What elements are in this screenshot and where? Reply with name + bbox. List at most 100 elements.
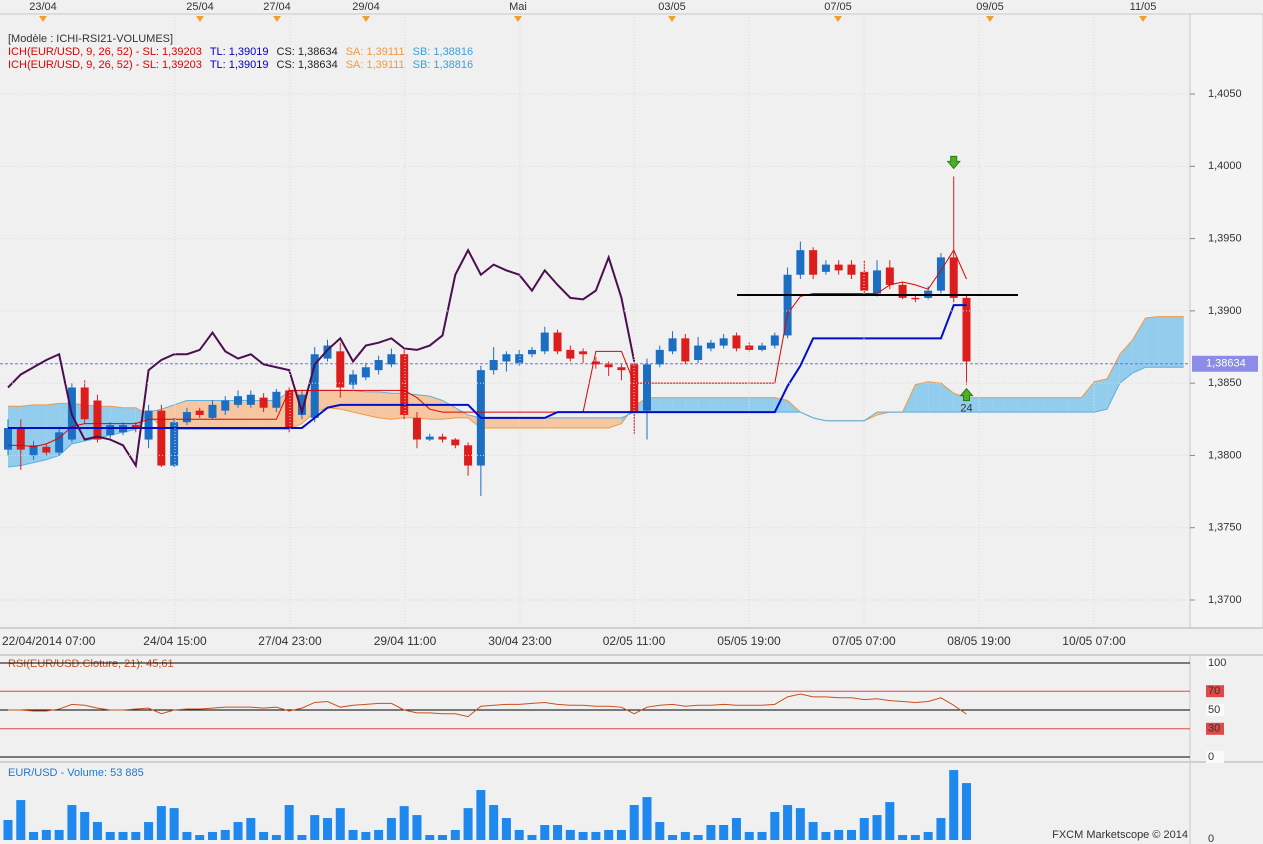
volume-bar — [220, 829, 230, 840]
candle-body — [29, 445, 38, 456]
volume-bar — [259, 831, 269, 840]
cloud-segment — [544, 417, 558, 428]
legend-part: ICH(EUR/USD, 9, 26, 52) - SL: 1,39203 — [8, 46, 202, 58]
candle-body — [208, 404, 217, 418]
time-label: 30/04 23:00 — [488, 634, 552, 648]
candle-body — [374, 360, 383, 371]
time-label: 24/04 15:00 — [143, 634, 207, 648]
cloud-segment — [340, 390, 354, 413]
volume-bar — [680, 831, 690, 840]
candle-body — [617, 367, 626, 371]
date-marker — [362, 16, 370, 22]
volume-bar — [3, 820, 13, 840]
candle-body — [694, 345, 703, 361]
cloud-segment — [570, 417, 584, 428]
volume-bar — [962, 783, 971, 840]
volume-bar — [706, 825, 716, 840]
time-label: 02/05 11:00 — [603, 634, 666, 648]
cloud-segment — [557, 417, 571, 428]
candle-body — [643, 364, 651, 411]
candle-body — [336, 351, 345, 388]
volume-bar — [105, 831, 115, 840]
candle-body — [962, 297, 971, 362]
date-marker-label: 29/04 — [352, 1, 380, 13]
cloud-segment — [1132, 318, 1146, 374]
tick-box — [1206, 722, 1224, 735]
candle-body — [591, 361, 600, 365]
volume-bar — [284, 805, 294, 840]
date-marker-label: 27/04 — [263, 1, 291, 13]
volume-bar — [348, 829, 358, 840]
y-tick-label: 0 — [1208, 833, 1214, 844]
date-marker — [986, 16, 994, 22]
candle-body — [821, 264, 830, 272]
candle-body — [55, 432, 64, 453]
volume-bar — [374, 829, 384, 840]
cloud-segment — [940, 383, 954, 413]
date-marker — [273, 16, 281, 22]
candle-body — [16, 427, 25, 450]
candle-body — [80, 387, 89, 420]
volume-bar — [92, 822, 102, 840]
y-tick-label: 1,3950 — [1208, 233, 1242, 245]
time-label: 27/04 23:00 — [258, 634, 322, 648]
volume-title: EUR/USD - Volume: 53 885 — [8, 767, 144, 779]
volume-bar — [233, 822, 243, 840]
cloud-segment — [710, 397, 724, 413]
cloud-segment — [762, 397, 775, 413]
rsi-title: RSI(EUR/USD.Cloture, 21): 45,61 — [8, 658, 174, 670]
candle-body — [783, 274, 792, 336]
volume-bar — [29, 831, 39, 840]
price-axis-area — [1189, 13, 1263, 629]
cloud-segment — [250, 400, 264, 430]
volume-bar — [16, 800, 26, 840]
footer: FXCM Marketscope © 2014 — [1052, 829, 1188, 841]
tick-box — [1206, 704, 1224, 716]
volume-bar — [923, 831, 933, 840]
volume-bar — [118, 831, 128, 840]
current-price-box — [1192, 355, 1258, 372]
volume-bar — [668, 835, 678, 840]
y-tick-label: 100 — [1208, 657, 1226, 669]
cloud-line — [7, 366, 1184, 468]
legend-part: SA: 1,39111 — [346, 59, 405, 71]
candle-body — [400, 354, 409, 415]
volume-bar — [553, 825, 563, 840]
date-marker — [514, 16, 522, 22]
volume-bar — [335, 808, 345, 840]
volume-bar — [578, 831, 588, 840]
candle-body — [4, 427, 12, 450]
cloud-segment — [966, 397, 980, 413]
candle-body — [387, 354, 396, 365]
y-tick-label: 1,4050 — [1208, 88, 1242, 100]
volume-bar — [821, 831, 831, 840]
candle-body — [911, 297, 920, 300]
candle-body — [885, 267, 894, 285]
candle-body — [758, 345, 767, 350]
cloud-segment — [749, 397, 763, 413]
candle-body — [898, 284, 907, 298]
candle-body — [259, 397, 268, 408]
cloud-segment — [1107, 354, 1120, 410]
volume-bar — [770, 812, 780, 840]
tick-box — [1206, 685, 1224, 698]
candle-body — [221, 400, 230, 411]
candle-body — [361, 367, 370, 378]
cloud-segment — [1119, 339, 1133, 384]
time-label: 29/04 11:00 — [374, 634, 437, 648]
cloud-segment — [506, 417, 520, 428]
indicator-line — [7, 247, 636, 469]
cloud-segment — [595, 417, 609, 428]
candle-body — [604, 364, 613, 368]
volume-bar — [731, 818, 741, 840]
candle-body — [195, 410, 204, 415]
cloud-segment — [8, 406, 21, 467]
volume-bar — [655, 822, 665, 840]
y-tick-label: 1,4000 — [1208, 160, 1242, 172]
cloud-segment — [659, 397, 673, 413]
time-label: 10/05 07:00 — [1062, 634, 1126, 648]
cloud-segment — [979, 397, 993, 413]
volume-bar — [67, 805, 77, 840]
cloud-segment — [238, 400, 251, 430]
candle-body — [936, 257, 945, 291]
